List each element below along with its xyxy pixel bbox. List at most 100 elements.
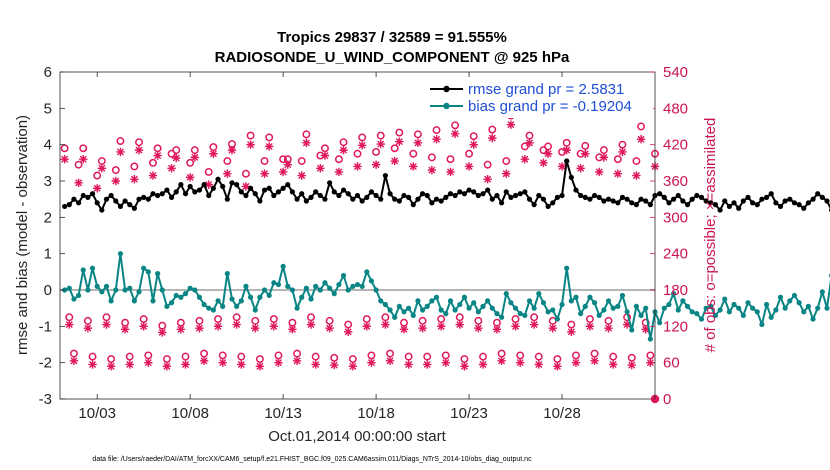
rmse-point — [461, 191, 468, 197]
x-tick-label: 10/23 — [450, 405, 488, 422]
bias-point — [810, 316, 816, 322]
bias-point — [564, 265, 570, 271]
bias-point — [136, 289, 142, 295]
obs-assimilated-point — [339, 145, 348, 155]
rmse-point — [141, 194, 147, 200]
bias-point — [336, 281, 342, 288]
rmse-point — [643, 198, 649, 204]
legend-rmse-label: rmse grand pr = 2.5831 — [468, 81, 624, 98]
rmse-point — [327, 180, 333, 186]
obs-assimilated-point — [246, 140, 255, 149]
obs-possible-point — [135, 138, 143, 147]
bias-point — [503, 291, 509, 297]
obs-assimilated-point — [241, 182, 251, 191]
x-tick-label: 10/28 — [543, 405, 581, 422]
obs-assimilated-point — [571, 358, 581, 367]
obs-possible-point — [609, 352, 618, 361]
obs-assimilated-point — [302, 138, 311, 148]
obs-possible-point — [581, 141, 590, 150]
rmse-point — [605, 196, 612, 202]
obs-assimilated-point — [627, 360, 636, 370]
obs-assimilated-point — [604, 323, 613, 333]
rmse-point — [503, 189, 509, 195]
bias-point — [215, 298, 221, 304]
obs-assimilated-point — [130, 174, 139, 184]
obs-assimilated-point — [176, 325, 186, 334]
bias-point — [717, 307, 723, 313]
bias-point — [141, 265, 147, 271]
bias-point — [517, 311, 523, 317]
obs-possible-point — [74, 160, 83, 169]
rmse-point — [708, 200, 714, 206]
y-tick-label: -3 — [39, 391, 52, 408]
rmse-point — [275, 189, 282, 195]
obs-possible-point — [637, 122, 646, 131]
bias-point — [313, 283, 319, 289]
obs-possible-point — [130, 162, 139, 171]
rmse-point — [763, 194, 770, 200]
rmse-point — [345, 191, 351, 197]
bias-point — [145, 269, 151, 275]
rmse-point — [638, 196, 644, 202]
bias-point — [275, 281, 282, 288]
bias-point — [261, 287, 268, 293]
rmse-point — [745, 194, 751, 200]
obs-assimilated-point — [167, 164, 176, 173]
bias-point — [787, 298, 793, 304]
bias-point — [559, 301, 565, 308]
bias-point — [103, 283, 110, 289]
rmse-point — [596, 194, 602, 200]
obs-possible-point — [534, 352, 543, 361]
rmse-point — [299, 191, 305, 197]
bias-point — [289, 287, 296, 293]
obs-assimilated-point — [534, 360, 543, 369]
rmse-point — [206, 192, 212, 199]
obs-possible-point — [279, 155, 288, 164]
rmse-point — [754, 202, 760, 208]
bias-point — [80, 267, 86, 273]
rmse-point — [108, 192, 114, 199]
obs-assimilated-point — [311, 360, 320, 369]
bias-point — [66, 285, 72, 291]
obs-assimilated-point — [599, 153, 609, 162]
obs-assimilated-point — [316, 164, 325, 173]
bias-point — [247, 294, 254, 300]
obs-assimilated-point — [181, 360, 190, 369]
obs-assimilated-point — [390, 156, 399, 166]
bias-point — [164, 303, 170, 309]
rmse-point — [168, 194, 175, 200]
obs-possible-point — [446, 155, 455, 164]
obs-assimilated-point — [292, 356, 302, 366]
rmse-point — [480, 191, 486, 197]
rmse-point — [712, 202, 719, 208]
obs-assimilated-point — [97, 164, 107, 173]
bias-point — [364, 269, 370, 275]
bias-point — [461, 294, 468, 300]
rmse-point — [136, 196, 142, 202]
obs-possible-point — [265, 133, 274, 142]
bias-point — [494, 311, 500, 317]
rmse-series — [62, 158, 830, 213]
rmse-point — [187, 183, 193, 190]
bias-point — [670, 291, 677, 297]
bias-point — [373, 287, 379, 293]
obs-possible-point — [395, 128, 404, 137]
obs-assimilated-point — [432, 135, 441, 144]
obs-assimilated-point — [269, 322, 279, 331]
bias-point — [285, 283, 291, 289]
bias-point — [317, 287, 323, 293]
obs-assimilated-point — [357, 141, 367, 150]
obs-possible-point — [223, 157, 232, 165]
bias-point — [591, 300, 598, 306]
obs-possible-point — [632, 157, 641, 165]
bias-point — [396, 303, 402, 309]
obs-assimilated-point — [436, 322, 446, 331]
obs-assimilated-point — [413, 138, 423, 148]
y2-tick-label: 120 — [663, 318, 688, 335]
bias-point — [824, 305, 830, 311]
rmse-point — [229, 180, 235, 186]
bias-point — [480, 303, 486, 309]
obs-possible-point — [241, 169, 250, 178]
rmse-point — [573, 187, 579, 193]
rmse-point — [475, 192, 481, 199]
